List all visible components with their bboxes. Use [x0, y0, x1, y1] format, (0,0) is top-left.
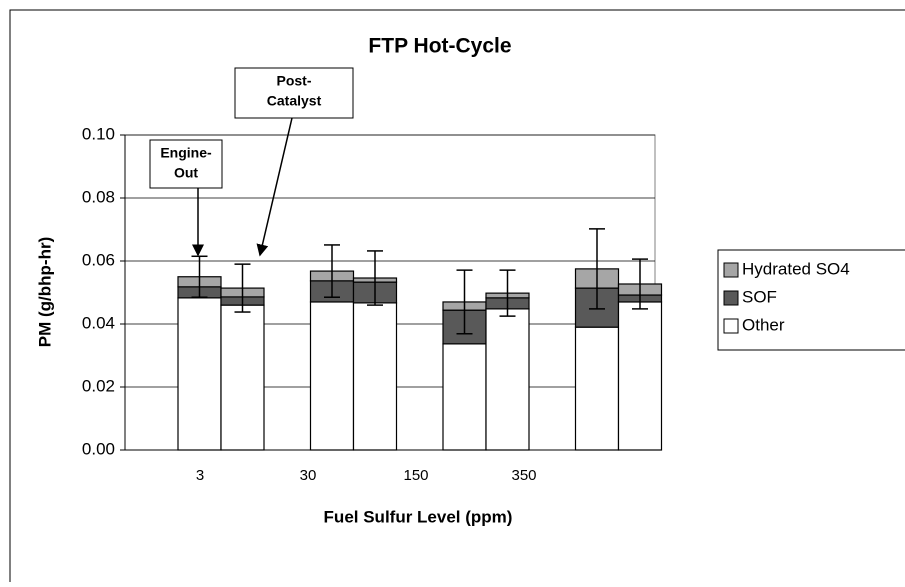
legend-swatch [723, 262, 739, 278]
y-axis-label: PM (g/bhp-hr) [35, 237, 54, 347]
y-tick-label: 0.10 [82, 124, 115, 143]
x-axis-label: Fuel Sulfur Level (ppm) [324, 507, 513, 526]
y-tick-label: 0.06 [82, 250, 115, 269]
y-tick-label: 0.02 [82, 376, 115, 395]
x-tick-label: 150 [403, 467, 428, 484]
bar-segment [220, 304, 265, 451]
chart-title: FTP Hot-Cycle [368, 35, 511, 58]
x-tick-label: 30 [300, 467, 317, 484]
bar-segment [574, 326, 620, 451]
legend-label: Hydrated SO4 [742, 259, 850, 278]
y-tick-label: 0.04 [82, 313, 115, 332]
bar-segment [177, 297, 222, 451]
legend-label: SOF [742, 287, 777, 306]
x-tick-label: 3 [196, 467, 204, 484]
bar-segment [352, 302, 398, 451]
annotation-text: Post- [277, 73, 312, 89]
y-tick-label: 0.08 [82, 187, 115, 206]
bar-segment [485, 308, 530, 451]
legend-label: Other [742, 315, 785, 334]
legend-box [717, 249, 905, 351]
x-tick-label: 350 [511, 467, 536, 484]
y-tick-label: 0.00 [82, 439, 115, 458]
bar-segment [309, 301, 355, 451]
bar-segment [442, 343, 487, 451]
annotation-text: Catalyst [267, 93, 322, 109]
annotation-arrow [256, 117, 293, 257]
annotation-text: Out [174, 165, 198, 181]
bar-segment [617, 301, 663, 451]
annotation-box [234, 67, 354, 119]
annotation-box [149, 139, 223, 189]
legend-swatch [723, 318, 739, 334]
annotation-text: Engine- [160, 145, 212, 161]
legend-swatch [723, 290, 739, 306]
